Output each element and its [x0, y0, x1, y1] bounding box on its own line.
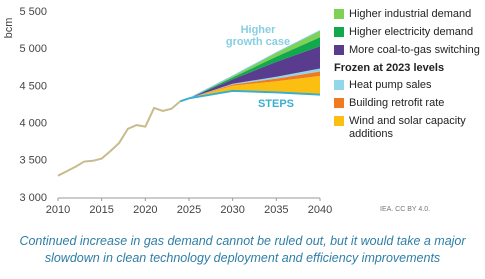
legend-item: Wind and solar capacity additions [334, 115, 484, 141]
legend: Higher industrial demand Higher electrici… [334, 8, 484, 146]
caption: Continued increase in gas demand cannot … [19, 234, 466, 265]
legend-swatch [334, 80, 344, 90]
history-line [57, 100, 181, 177]
legend-label: Wind and solar capacity additions [349, 115, 466, 140]
area [180, 37, 320, 102]
y-tick-label: 3 000 [19, 192, 47, 204]
higher-growth-label: Higher growth case [225, 24, 291, 48]
legend-heading: Frozen at 2023 levels [334, 62, 445, 74]
x-tick-label: 2035 [264, 204, 288, 216]
source: IEA. CC BY 4.0. [380, 206, 431, 213]
legend-swatch [334, 9, 344, 19]
legend-item: Heat pump sales [334, 79, 484, 92]
y-tick-label: 4 000 [19, 118, 47, 130]
legend-swatch [334, 116, 344, 126]
x-tick-label: 2010 [46, 204, 70, 216]
legend-label: Higher electricity demand [349, 26, 474, 38]
legend-swatch [334, 27, 344, 37]
steps-line [179, 89, 321, 103]
legend-label: Heat pump sales [349, 79, 432, 91]
legend-item: Building retrofit rate [334, 97, 484, 110]
legend-item: Higher industrial demand [334, 8, 484, 21]
y-tick-label: 5 000 [19, 43, 47, 55]
x-tick-label: 2015 [89, 204, 113, 216]
y-tick-label: 4 500 [19, 80, 47, 92]
legend-swatch [334, 45, 344, 55]
legend-label: Building retrofit rate [349, 97, 445, 109]
area [180, 75, 320, 102]
area [180, 71, 320, 102]
x-tick-label: 2020 [133, 204, 157, 216]
legend-label: Higher industrial demand [349, 8, 472, 20]
y-tick-label: 5 500 [19, 6, 47, 18]
legend-item: Higher electricity demand [334, 26, 484, 39]
area [180, 68, 320, 102]
legend-item: More coal-to-gas switching [334, 44, 484, 57]
y-axis-label: bcm [3, 18, 15, 39]
x-tick-label: 2030 [220, 204, 244, 216]
x-tick-label: 2025 [177, 204, 201, 216]
legend-label: More coal-to-gas switching [349, 44, 480, 56]
area [180, 46, 320, 102]
y-tick-label: 3 500 [19, 155, 47, 167]
steps-label: STEPS [257, 98, 295, 110]
legend-swatch [334, 98, 344, 108]
x-tick-label: 2040 [308, 204, 332, 216]
